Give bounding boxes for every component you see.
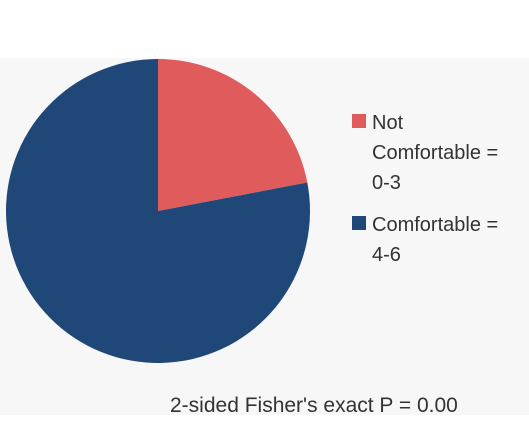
- legend-label: Not Comfortable = 0-3: [372, 112, 499, 194]
- legend: Not Comfortable = 0-3 Comfortable = 4-6: [352, 108, 522, 282]
- legend-entry: Not Comfortable = 0-3: [352, 108, 522, 198]
- pie-slice: [158, 59, 308, 211]
- legend-label: Comfortable = 4-6: [372, 214, 499, 266]
- legend-swatch: [352, 216, 366, 230]
- annotation: 2-sided Fisher's exact P = 0.00: [170, 394, 458, 417]
- legend-swatch: [352, 114, 366, 128]
- legend-entry: Comfortable = 4-6: [352, 210, 522, 270]
- pie-slice: [5, 59, 310, 364]
